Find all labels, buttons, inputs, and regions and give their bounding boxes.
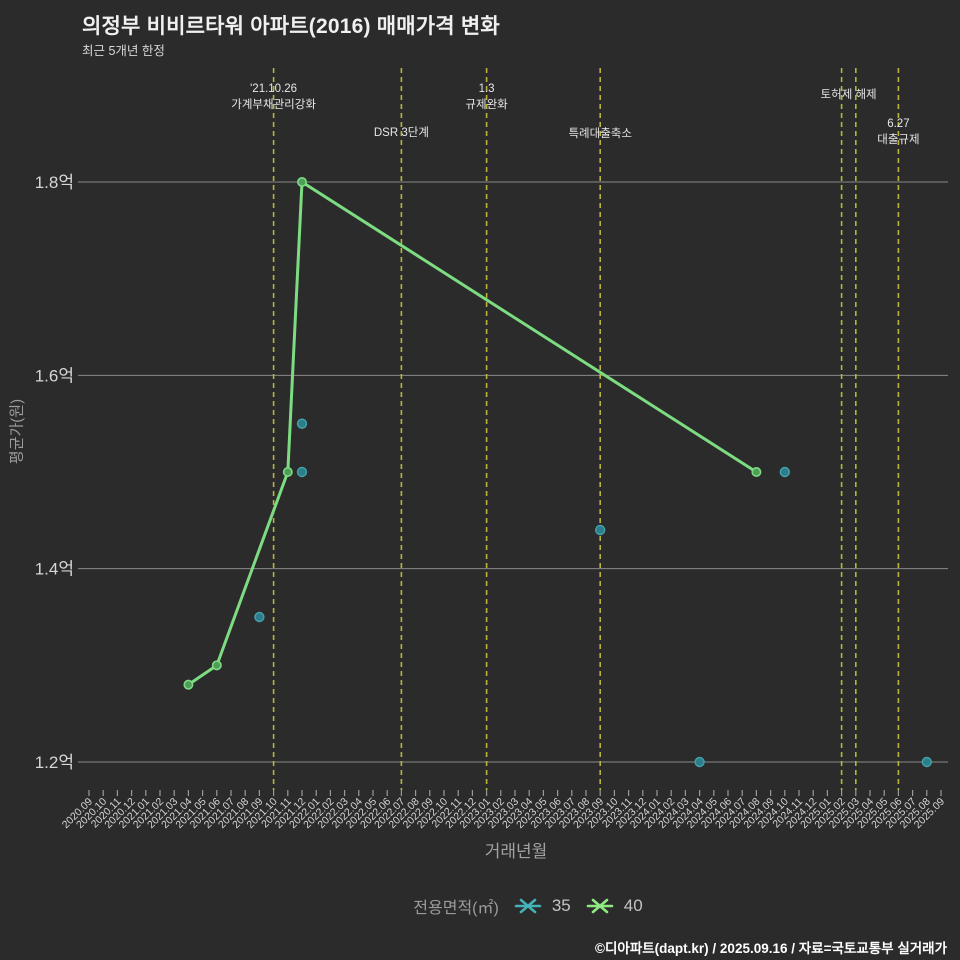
y-tick-label: 1.6억 [35, 366, 74, 385]
event-annotation: 1.3 [479, 83, 495, 95]
legend-item-40[interactable]: 40 [585, 896, 643, 916]
event-annotation: 대출규제 [877, 133, 919, 146]
legend-title: 전용면적(㎡) [413, 900, 499, 917]
data-point-40[interactable] [211, 660, 222, 671]
event-annotation: '21.10.26 [250, 83, 297, 95]
data-point-35[interactable] [254, 611, 265, 623]
data-point-35[interactable] [296, 418, 308, 429]
data-point-35[interactable] [921, 756, 932, 768]
footer-credit: ©디아파트(dapt.kr) / 2025.09.16 / 자료=국토교통부 실… [595, 941, 947, 956]
legend-item-label: 40 [623, 896, 643, 915]
page-subtitle: 최근 5개년 한정 [82, 44, 165, 58]
event-annotation: 특례대출축소 [568, 127, 631, 140]
data-point-35[interactable] [779, 466, 790, 478]
data-point-35[interactable] [595, 524, 606, 536]
legend-marker-icon [586, 898, 614, 914]
legend-item-label: 35 [551, 896, 571, 915]
data-point-40[interactable] [296, 177, 307, 188]
y-tick-label: 1.4억 [35, 560, 74, 579]
legend-marker-icon [514, 898, 542, 914]
event-annotation: 규제완화 [465, 98, 508, 111]
event-annotation: 가계부채관리강화 [231, 98, 316, 111]
legend-item-35[interactable]: 35 [513, 896, 571, 916]
legend: 전용면적(㎡) 35 40 [0, 894, 960, 918]
page-title: 의정부 비비르타워 아파트(2016) 매매가격 변화 [82, 15, 500, 38]
y-tick-label: 1.8억 [35, 173, 74, 192]
data-point-35[interactable] [296, 466, 308, 478]
data-point-40[interactable] [282, 466, 293, 477]
x-axis-title: 거래년월 [484, 842, 548, 861]
event-annotation: 토허제 해제 [821, 88, 877, 101]
data-point-40[interactable] [183, 679, 194, 690]
event-annotation: DSR 3단계 [374, 126, 429, 139]
data-point-40[interactable] [751, 466, 762, 477]
event-annotation: 6.27 [887, 118, 909, 130]
y-tick-label: 1.2억 [35, 753, 74, 772]
data-point-35[interactable] [694, 756, 705, 768]
